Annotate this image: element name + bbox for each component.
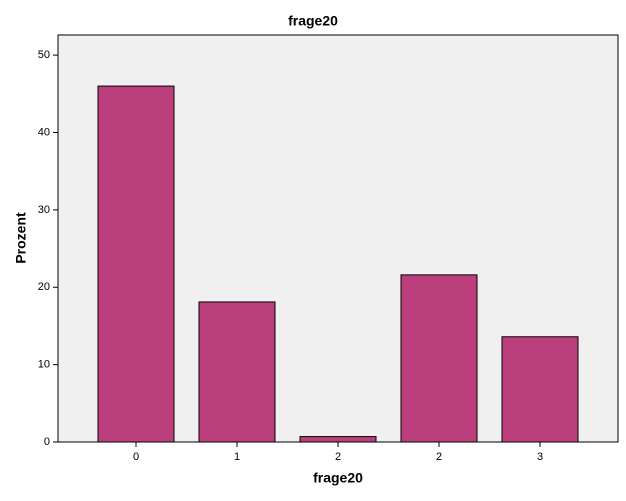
bar [198,301,276,443]
x-tick-label: 3 [537,451,543,463]
x-tick-label: 2 [335,451,341,463]
y-tick-label: 40 [38,126,50,138]
y-tick-label: 30 [38,204,50,216]
bar [97,85,175,443]
y-axis-label: Prozent [13,212,29,264]
x-tick-label: 0 [133,451,139,463]
x-tick-label: 1 [234,451,240,463]
y-tick-label: 20 [38,281,50,293]
bar [400,274,478,443]
chart-title: frage20 [288,13,338,29]
y-tick-label: 10 [38,359,50,371]
y-tick-label: 0 [44,436,50,448]
bar [501,336,579,443]
x-axis-label: frage20 [313,470,363,486]
x-tick-label: 2 [436,451,442,463]
bar [299,436,377,443]
y-tick-label: 50 [38,49,50,61]
